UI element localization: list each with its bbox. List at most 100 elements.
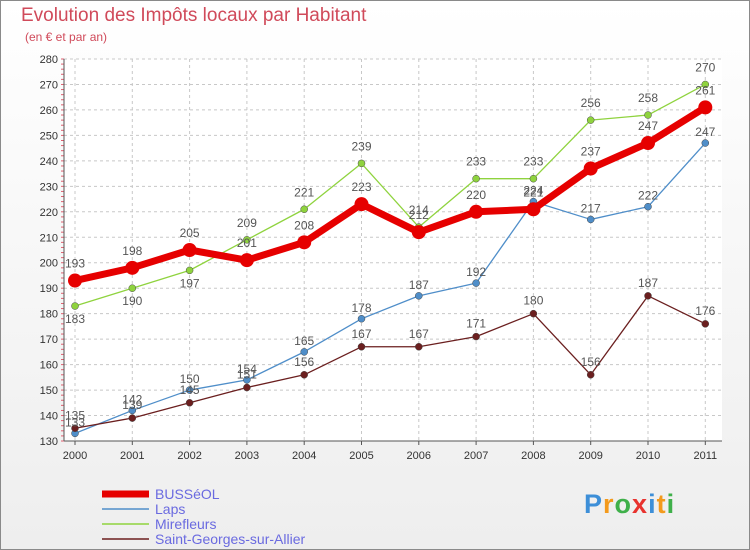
data-label: 233	[523, 155, 543, 169]
data-label: 165	[294, 334, 314, 348]
logo-letter: t	[656, 489, 667, 519]
data-point	[239, 253, 254, 268]
data-label: 208	[294, 218, 314, 232]
chart-subtitle: (en € et par an)	[25, 30, 108, 44]
data-point	[357, 315, 366, 323]
x-tick-label: 2008	[521, 450, 545, 462]
proxiti-logo: Proxiti	[584, 489, 675, 520]
data-label: 221	[523, 185, 543, 199]
data-point	[300, 205, 308, 214]
data-point	[644, 292, 652, 300]
data-label: 171	[466, 317, 486, 331]
data-label: 156	[581, 355, 601, 369]
data-label: 198	[122, 244, 142, 258]
data-label: 239	[351, 139, 371, 153]
y-tick-label: 210	[40, 232, 58, 244]
y-tick-label: 250	[40, 130, 58, 142]
data-point	[529, 174, 538, 183]
data-point	[128, 414, 137, 422]
data-label: 205	[180, 226, 200, 240]
data-label: 237	[581, 145, 601, 159]
data-point	[357, 343, 366, 351]
data-label: 187	[638, 276, 658, 290]
data-label: 261	[695, 83, 715, 97]
logo-letter: i	[648, 489, 657, 519]
data-point	[701, 139, 710, 147]
x-tick-label: 2004	[292, 450, 316, 462]
data-point	[472, 332, 480, 341]
data-point	[243, 376, 251, 384]
data-point	[411, 225, 426, 240]
legend-label: BUSSéOL	[155, 486, 220, 502]
data-label: 192	[466, 265, 486, 279]
x-tick-label: 2005	[349, 450, 373, 462]
data-point	[698, 100, 713, 115]
y-tick-label: 220	[40, 207, 58, 219]
x-tick-label: 2006	[407, 450, 431, 462]
data-point	[701, 320, 710, 328]
x-tick-label: 2002	[177, 450, 201, 462]
series-line	[74, 83, 706, 307]
data-point	[469, 204, 484, 219]
y-tick-label: 140	[40, 411, 58, 423]
data-label: 135	[65, 408, 85, 422]
data-label: 233	[466, 155, 486, 169]
data-point	[529, 309, 538, 318]
data-label: 178	[351, 301, 371, 315]
data-label: 209	[237, 216, 257, 230]
series-line	[74, 104, 708, 284]
data-label: 224	[523, 184, 543, 198]
y-tick-label: 260	[40, 105, 58, 117]
data-point	[128, 406, 137, 415]
x-tick-label: 2010	[636, 450, 660, 462]
data-label: 247	[638, 119, 658, 133]
y-tick-label: 230	[40, 181, 58, 193]
data-point	[300, 371, 308, 379]
data-label: 214	[409, 203, 429, 217]
data-label: 193	[65, 257, 85, 271]
data-point	[71, 302, 79, 310]
y-tick-label: 170	[40, 334, 58, 346]
data-point	[71, 424, 79, 433]
y-tick-label: 150	[40, 385, 58, 397]
data-label: 197	[180, 276, 200, 290]
data-label: 223	[351, 180, 371, 194]
x-tick-label: 2001	[120, 450, 144, 462]
y-tick-label: 160	[40, 360, 58, 372]
data-point	[526, 202, 541, 217]
data-label: 150	[180, 372, 200, 386]
data-point	[472, 279, 480, 287]
data-point	[182, 243, 197, 257]
y-tick-label: 190	[40, 283, 58, 295]
logo-letter: i	[666, 489, 676, 519]
data-label: 220	[466, 188, 486, 202]
data-label: 222	[638, 189, 658, 203]
y-tick-label: 240	[40, 156, 58, 168]
data-point	[415, 292, 423, 300]
data-label: 139	[122, 398, 142, 412]
data-point	[300, 348, 308, 356]
data-point	[586, 215, 595, 224]
data-label: 176	[695, 304, 715, 318]
data-label: 151	[237, 368, 257, 382]
legend-label: Mirefleurs	[155, 516, 216, 532]
data-point	[243, 236, 251, 244]
data-point	[185, 266, 194, 275]
data-point	[357, 159, 366, 168]
plot-area	[64, 59, 722, 441]
data-label: 247	[695, 125, 715, 139]
data-label: 256	[581, 96, 601, 110]
data-point	[415, 343, 423, 351]
data-label: 270	[695, 60, 715, 74]
data-label: 221	[294, 185, 314, 199]
logo-letter: o	[614, 489, 633, 519]
data-point	[125, 260, 140, 275]
data-label: 156	[294, 355, 314, 369]
data-point	[297, 235, 312, 250]
data-label: 167	[351, 327, 371, 341]
data-point	[354, 197, 369, 212]
data-label: 190	[122, 294, 142, 308]
y-tick-label: 270	[40, 79, 58, 91]
